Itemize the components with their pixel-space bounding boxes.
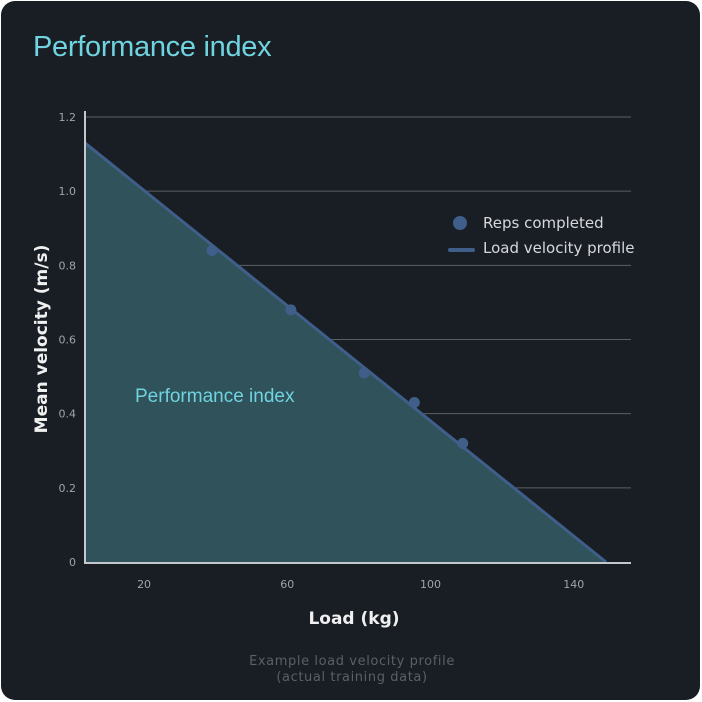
y-tick-label: 0.8 bbox=[59, 259, 77, 272]
axes bbox=[84, 111, 631, 564]
x-tick-labels: 20 60 100 140 bbox=[137, 578, 584, 591]
x-tick-label: 60 bbox=[280, 578, 294, 591]
data-point[interactable] bbox=[285, 304, 297, 316]
y-tick-label: 1.2 bbox=[59, 111, 77, 124]
y-tick-labels: 0 0.2 0.4 0.6 0.8 1.0 1.2 bbox=[59, 111, 77, 569]
legend: Reps completed Load velocity profile bbox=[448, 214, 635, 257]
legend-label: Load velocity profile bbox=[483, 239, 635, 257]
y-tick-label: 1.0 bbox=[59, 185, 77, 198]
data-point[interactable] bbox=[206, 245, 218, 256]
legend-label: Reps completed bbox=[483, 214, 604, 232]
x-tick-label: 20 bbox=[137, 578, 151, 591]
chart-title: Performance index bbox=[33, 31, 272, 63]
data-point[interactable] bbox=[358, 367, 370, 379]
caption-line-1: Example load velocity profile bbox=[249, 654, 455, 669]
y-axis-title: Mean velocity (m/s) bbox=[32, 245, 52, 434]
chart-caption: Example load velocity profile (actual tr… bbox=[1, 654, 700, 686]
data-point[interactable] bbox=[457, 437, 469, 449]
x-axis-title: Load (kg) bbox=[308, 609, 399, 629]
data-point[interactable] bbox=[408, 397, 420, 409]
area-label: Performance index bbox=[135, 386, 295, 407]
circle-marker-icon bbox=[453, 216, 467, 230]
x-tick-label: 140 bbox=[563, 578, 584, 591]
legend-item-reps[interactable]: Reps completed bbox=[453, 214, 604, 232]
y-tick-label: 0.2 bbox=[59, 482, 77, 495]
data-points bbox=[206, 245, 469, 449]
caption-line-2: (actual training data) bbox=[276, 670, 428, 685]
y-tick-label: 0.4 bbox=[59, 408, 77, 421]
y-tick-label: 0 bbox=[69, 556, 76, 569]
load-velocity-line bbox=[84, 141, 607, 564]
y-tick-label: 0.6 bbox=[59, 334, 77, 347]
x-tick-label: 100 bbox=[420, 578, 441, 591]
legend-item-profile[interactable]: Load velocity profile bbox=[448, 239, 635, 257]
